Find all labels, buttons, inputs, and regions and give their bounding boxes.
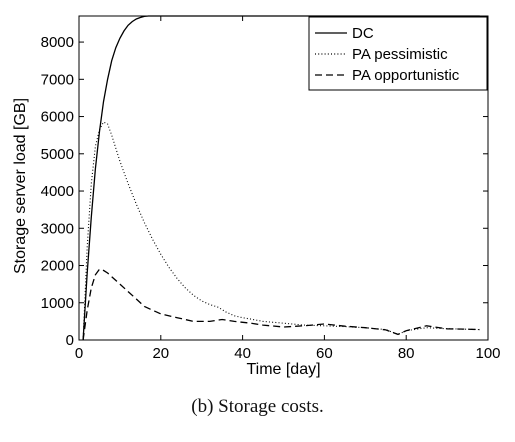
series-line-2 (82, 121, 480, 341)
axis-ticks: 0 20 40 60 80 1000100020003000400050006000700… (41, 16, 501, 362)
y-axis-label: Storage server load [GB] (12, 98, 29, 274)
x-tick-label: 40 (234, 345, 251, 362)
x-tick-label: 20 (152, 345, 169, 362)
figure-caption: (b) Storage costs. (191, 396, 324, 417)
legend-label-1: DC (352, 25, 374, 42)
legend: DC PA pessimistic PA opportunistic (308, 16, 488, 91)
x-tick-label: 0 (75, 345, 83, 362)
x-tick-label: 100 (475, 345, 500, 362)
legend-label-2: PA pessimistic (352, 46, 448, 63)
y-tick-label: 4000 (41, 183, 74, 200)
plot-area-frame (78, 15, 489, 341)
y-tick-label: 5000 (41, 146, 74, 163)
y-tick-label: 7000 (41, 71, 74, 88)
y-tick-label: 2000 (41, 258, 74, 275)
x-tick-label: 80 (398, 345, 415, 362)
y-tick-label: 8000 (41, 34, 74, 51)
y-tick-label: 6000 (41, 109, 74, 126)
series-line-3 (82, 268, 480, 341)
y-tick-label: 3000 (41, 220, 74, 237)
x-tick-label: 60 (316, 345, 333, 362)
legend-label-3: PA opportunistic (352, 67, 460, 84)
y-tick-label: 1000 (41, 295, 74, 312)
storage-load-chart: 0 20 40 60 80 1000100020003000400050006000700… (12, 15, 501, 378)
legend-box (308, 16, 488, 91)
x-axis-label: Time [day] (246, 361, 320, 378)
y-tick-label: 0 (66, 332, 74, 349)
